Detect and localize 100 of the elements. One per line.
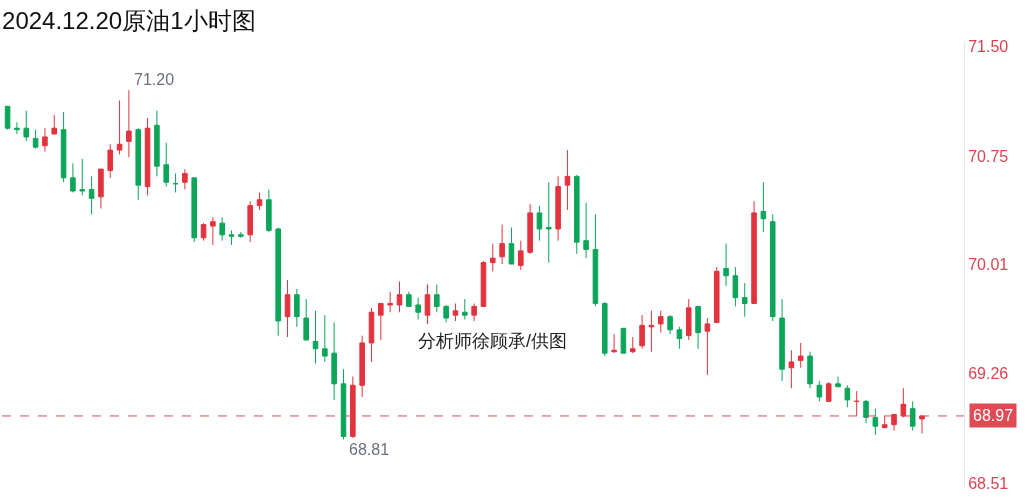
candlestick [629,336,636,354]
candlestick [434,283,440,313]
candlestick [555,175,561,242]
candlestick [527,203,533,255]
candlestick [275,227,281,337]
candlestick [312,310,319,364]
candlestick [490,243,496,272]
candlestick [14,121,20,135]
candlestick [760,181,767,233]
candlestick [732,266,739,307]
candlestick [797,342,804,369]
candlestick [424,283,431,325]
y-tick-label: 69.26 [968,365,1009,383]
candlestick [126,89,132,158]
candlestick [378,302,384,341]
candlestick [667,314,673,335]
candlestick [32,129,39,150]
candlestick [788,349,795,389]
candlestick [891,414,897,432]
chart-title: 2024.12.20原油1小时图 [2,7,256,35]
candlestick [480,260,487,307]
candlestick [657,310,664,334]
candlestick [443,304,449,323]
y-tick-label: 68.51 [968,474,1009,492]
candlestick [238,231,244,239]
candlestick [387,291,393,313]
candlestick [704,317,711,376]
annotation: 68.81 [349,441,390,458]
candlestick [546,181,552,264]
candlestick [676,326,683,350]
candlestick [863,399,869,424]
y-tick-label: 71.50 [968,37,1009,55]
candlestick [42,127,48,153]
candlestick [751,200,757,304]
candlestick [713,266,720,323]
candlestick [564,149,571,211]
candlestick [769,213,776,322]
candlestick [583,202,589,259]
ref-line-label: 68.97 [973,407,1014,424]
candlestick [452,302,459,322]
candlestick [350,376,356,439]
candlestick [98,168,104,210]
candlestick [573,174,580,255]
candlestick [210,216,216,246]
candlestick [508,227,515,265]
candlestick [88,175,95,215]
candlestick [779,298,785,382]
candlestick [723,243,729,287]
candlestick [172,172,179,193]
candlestick [816,380,823,402]
candlestick [191,177,197,243]
candlestick [284,279,291,338]
candlestick [303,298,309,341]
candlestick [518,240,524,271]
candlestick [4,105,11,131]
candlestick [322,314,328,363]
candlestick [611,333,617,354]
candlestick [695,305,701,350]
candlestick [70,162,76,193]
candlestick [825,381,832,402]
candlestick [396,281,403,313]
candlestick [247,200,253,243]
y-tick-label: 70.01 [968,255,1009,273]
candlestick [685,298,692,341]
candlestick [144,117,151,196]
candlestick [79,158,86,196]
candlestick [648,310,655,353]
candlestick [135,127,142,201]
candlestick [592,213,599,307]
candlestick [340,368,347,440]
candlestick [51,114,58,135]
candlestick [462,298,468,321]
candlestick [219,216,225,242]
candlestick [900,387,907,418]
candlestick [881,415,888,429]
candlestick [266,189,272,233]
y-tick-label: 70.75 [968,147,1009,165]
candlestick [294,288,300,328]
candlestick [154,110,160,177]
candlestick [182,168,188,191]
candlestick [331,321,337,401]
candlestick [909,400,916,432]
candlestick [807,351,813,389]
candlestick [844,384,851,408]
candlestick [256,191,263,211]
annotation: 分析师徐顾承/供图 [418,331,568,351]
candlestick [23,110,30,142]
candlestick [872,408,879,436]
candlestick [601,301,608,357]
annotation: 71.20 [134,71,175,88]
candlestick [835,376,841,388]
candlestick [853,390,860,417]
candlestick [415,297,421,321]
candlestick [200,222,207,242]
candlestick [406,291,412,307]
candlestick [471,302,477,322]
candlestick [639,314,645,350]
candlestick [163,142,170,188]
candlestick [499,224,505,265]
candlestick [359,335,365,398]
